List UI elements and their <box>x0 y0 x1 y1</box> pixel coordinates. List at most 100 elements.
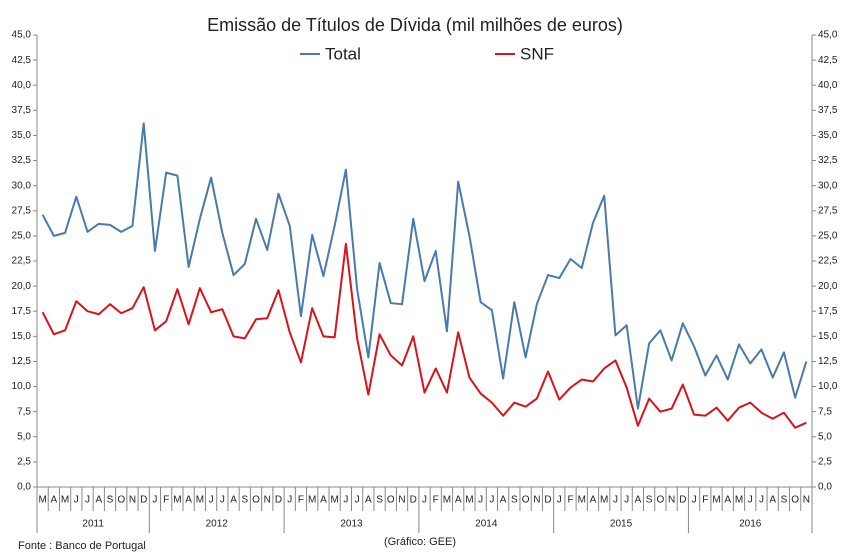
y2-tick-label: 32,5 <box>818 155 838 166</box>
x-tick-label: M <box>330 495 338 506</box>
x-tick-label: J <box>489 495 494 506</box>
x-tick-label: M <box>38 495 46 506</box>
y2-tick-label: 0,0 <box>818 482 832 493</box>
x-tick-label: S <box>511 495 518 506</box>
x-tick-label: D <box>544 495 551 506</box>
x-tick-label: M <box>61 495 69 506</box>
x-tick-label: F <box>163 495 169 506</box>
x-tick-label: A <box>51 495 58 506</box>
x-tick-label: J <box>85 495 90 506</box>
y2-tick-label: 10,0 <box>818 381 838 392</box>
x-tick-label: J <box>624 495 629 506</box>
x-tick-label: O <box>252 495 260 506</box>
y2-tick-label: 35,0 <box>818 130 838 141</box>
x-tick-label: D <box>140 495 147 506</box>
y-tick-label: 42,5 <box>12 55 32 66</box>
y-tick-label: 2,5 <box>17 457 31 468</box>
x-tick-label: O <box>656 495 664 506</box>
x-tick-label: J <box>557 495 562 506</box>
year-label: 2011 <box>82 519 104 530</box>
credit: (Gráfico: GEE) <box>384 536 456 548</box>
x-tick-label: S <box>781 495 788 506</box>
x-tick-label: O <box>117 495 125 506</box>
y-tick-label: 17,5 <box>12 306 32 317</box>
y-tick-label: 40,0 <box>12 80 32 91</box>
x-tick-label: A <box>230 495 237 506</box>
x-tick-label: M <box>443 495 451 506</box>
x-tick-label: J <box>613 495 618 506</box>
x-tick-label: J <box>287 495 292 506</box>
x-tick-label: M <box>578 495 586 506</box>
y2-tick-label: 12,5 <box>818 356 838 367</box>
series-line <box>41 242 807 429</box>
year-label: 2016 <box>739 519 762 530</box>
y2-tick-label: 7,5 <box>818 406 832 417</box>
y-tick-label: 27,5 <box>12 205 32 216</box>
year-label: 2014 <box>475 519 498 530</box>
y2-tick-label: 17,5 <box>818 306 838 317</box>
y2-tick-label: 45,0 <box>818 30 838 41</box>
y-tick-label: 20,0 <box>12 281 32 292</box>
x-tick-label: M <box>465 495 473 506</box>
x-tick-label: A <box>185 495 192 506</box>
x-tick-label: J <box>422 495 427 506</box>
y2-tick-label: 2,5 <box>818 457 832 468</box>
x-tick-label: F <box>702 495 708 506</box>
x-tick-label: J <box>759 495 764 506</box>
x-tick-label: N <box>533 495 540 506</box>
x-tick-label: M <box>173 495 181 506</box>
y-tick-label: 12,5 <box>12 356 32 367</box>
y2-tick-label: 42,5 <box>818 55 838 66</box>
x-tick-label: N <box>668 495 675 506</box>
y2-tick-label: 20,0 <box>818 281 838 292</box>
x-tick-label: F <box>433 495 439 506</box>
x-tick-label: A <box>635 495 642 506</box>
year-label: 2013 <box>340 519 363 530</box>
x-tick-label: M <box>712 495 720 506</box>
legend-label: Total <box>325 44 361 63</box>
legend-label: SNF <box>520 44 554 63</box>
y-tick-label: 45,0 <box>12 30 32 41</box>
y2-tick-label: 37,5 <box>818 105 838 116</box>
x-tick-label: J <box>209 495 214 506</box>
x-tick-label: N <box>264 495 271 506</box>
x-tick-label: A <box>320 495 327 506</box>
x-tick-label: D <box>410 495 417 506</box>
x-tick-label: J <box>748 495 753 506</box>
x-tick-label: F <box>567 495 573 506</box>
y2-tick-label: 27,5 <box>818 205 838 216</box>
x-tick-label: J <box>692 495 697 506</box>
x-tick-label: F <box>298 495 304 506</box>
y-tick-label: 22,5 <box>12 256 32 267</box>
x-tick-label: J <box>220 495 225 506</box>
y-tick-label: 35,0 <box>12 130 32 141</box>
y2-tick-label: 30,0 <box>818 180 838 191</box>
x-tick-label: A <box>455 495 462 506</box>
x-tick-label: M <box>735 495 743 506</box>
y2-tick-label: 40,0 <box>818 80 838 91</box>
x-tick-label: N <box>803 495 810 506</box>
x-tick-label: J <box>74 495 79 506</box>
x-tick-label: A <box>500 495 507 506</box>
x-tick-label: A <box>590 495 597 506</box>
y-tick-label: 0,0 <box>17 482 31 493</box>
series-line <box>41 122 808 410</box>
x-tick-label: O <box>522 495 530 506</box>
x-tick-label: J <box>152 495 157 506</box>
y-tick-label: 7,5 <box>17 406 31 417</box>
x-tick-label: M <box>308 495 316 506</box>
x-tick-label: O <box>791 495 799 506</box>
x-tick-label: J <box>343 495 348 506</box>
x-tick-label: J <box>478 495 483 506</box>
y2-tick-label: 5,0 <box>818 431 832 442</box>
x-tick-label: A <box>769 495 776 506</box>
x-tick-label: M <box>196 495 204 506</box>
y2-tick-label: 25,0 <box>818 231 838 242</box>
x-tick-label: A <box>95 495 102 506</box>
x-tick-label: S <box>376 495 383 506</box>
y-tick-label: 30,0 <box>12 180 32 191</box>
x-tick-label: A <box>365 495 372 506</box>
x-tick-label: D <box>275 495 282 506</box>
x-tick-label: S <box>107 495 114 506</box>
